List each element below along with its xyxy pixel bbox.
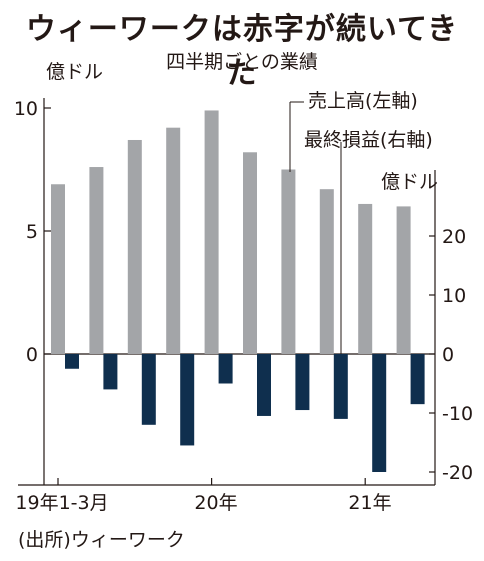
right-tick-label: -10 bbox=[442, 403, 473, 425]
revenue-bar bbox=[166, 127, 181, 355]
right-tick-label: -20 bbox=[442, 462, 473, 484]
source-note: (出所)ウィーワーク bbox=[18, 529, 185, 551]
loss-bar bbox=[295, 354, 310, 411]
left-tick-label: 5 bbox=[26, 221, 38, 243]
left-tick-label: 0 bbox=[26, 344, 38, 366]
loss-bar bbox=[141, 354, 156, 425]
loss-bar bbox=[103, 354, 118, 390]
x-tick-label: 20年 bbox=[194, 492, 237, 514]
revenue-bar bbox=[358, 203, 373, 354]
loss-bar bbox=[410, 354, 425, 405]
revenue-bar bbox=[319, 189, 334, 354]
bars bbox=[51, 110, 425, 472]
loss-bar bbox=[65, 354, 79, 369]
loss-bar bbox=[333, 354, 348, 419]
x-tick-label: 21年 bbox=[348, 492, 391, 514]
loss-bar bbox=[372, 354, 387, 472]
revenue-bar bbox=[281, 169, 296, 354]
right-tick-label: 0 bbox=[442, 344, 454, 366]
left-axis-unit: 億ドル bbox=[46, 61, 103, 83]
chart-subtitle: 四半期ごとの業績 bbox=[166, 51, 318, 73]
left-axis-ticks: 10 5 0 bbox=[14, 98, 51, 366]
loss-bar bbox=[257, 354, 271, 416]
revenue-bar bbox=[51, 184, 65, 354]
legend-revenue: 売上高(左軸) bbox=[308, 90, 418, 112]
loss-bar bbox=[218, 354, 233, 384]
legend-loss: 最終損益(右軸) bbox=[304, 129, 433, 151]
revenue-bar bbox=[127, 139, 142, 354]
right-tick-label: 10 bbox=[442, 285, 466, 307]
right-tick-label: 20 bbox=[442, 226, 466, 248]
loss-bar bbox=[180, 354, 195, 446]
right-axis-ticks: 20 10 0 -10 -20 bbox=[429, 226, 473, 484]
revenue-bar bbox=[204, 110, 219, 355]
x-tick-label: 19年1-3月 bbox=[15, 492, 108, 514]
revenue-bar bbox=[396, 206, 411, 354]
x-axis-ticks: 19年1-3月 20年 21年 bbox=[15, 478, 392, 514]
headline: ウィーワークは赤字が続いてきた bbox=[25, 12, 459, 91]
revenue-bar bbox=[243, 152, 257, 354]
right-axis-unit: 億ドル bbox=[381, 171, 438, 193]
left-tick-label: 10 bbox=[14, 98, 38, 120]
revenue-bar bbox=[89, 167, 104, 354]
